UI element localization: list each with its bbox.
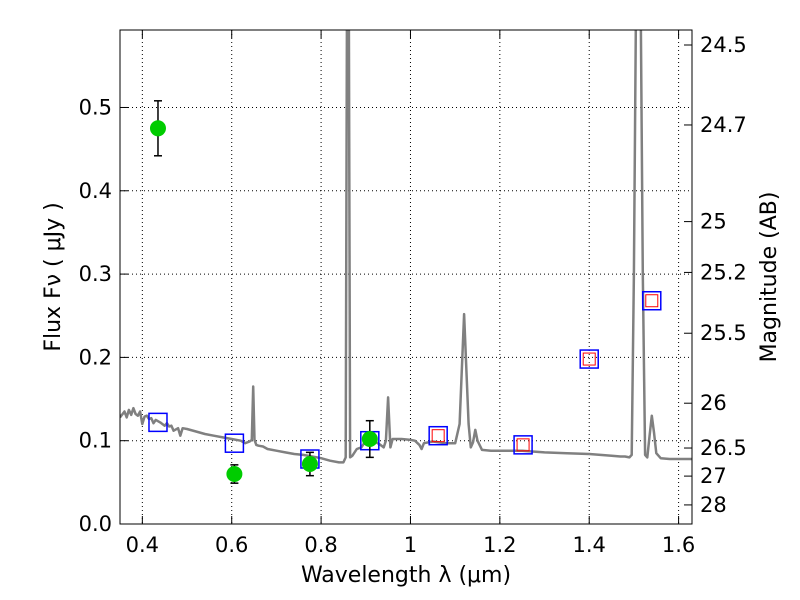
model-flux-square	[513, 435, 533, 455]
grid-layer	[120, 30, 692, 525]
model-flux-square	[428, 425, 448, 446]
spectrum-layer	[120, 30, 692, 464]
right-axis-label: Magnitude (AB)	[757, 192, 782, 363]
model-flux-square	[579, 349, 599, 369]
model-flux-inner-square	[516, 438, 530, 452]
right-tick-label: 26.5	[700, 436, 747, 460]
y-tick-label: 0.4	[79, 179, 112, 203]
right-tick-label: 27	[700, 464, 727, 488]
right-tick-label: 24.7	[700, 113, 747, 137]
y-tick-label: 0.5	[79, 95, 112, 119]
x-tick-label: 0.4	[126, 533, 159, 557]
right-tick-label: 28	[700, 493, 727, 517]
right-tick-label: 25.2	[700, 260, 747, 284]
x-tick-label: 1.4	[573, 533, 606, 557]
observed-flux-point	[361, 431, 378, 448]
model-flux-square	[642, 290, 662, 311]
x-tick-label: 0.8	[304, 533, 337, 557]
observed-flux-point	[226, 466, 243, 483]
model-flux-inner-square	[431, 429, 445, 443]
right-tick-label: 25.5	[700, 321, 747, 345]
x-tick-label: 0.6	[215, 533, 248, 557]
y-tick-label: 0.0	[79, 512, 112, 536]
y-tick-label: 0.2	[79, 345, 112, 369]
model-flux-square	[224, 433, 245, 453]
y-tick-label: 0.1	[79, 429, 112, 453]
right-tick-label: 24.5	[700, 33, 747, 57]
x-tick-label: 1.2	[483, 533, 516, 557]
observed-flux-point	[301, 456, 318, 473]
y-axis-label: Flux Fν ( μJy )	[41, 202, 66, 351]
model-spectrum-line	[120, 30, 692, 464]
right-tick-label: 25	[700, 210, 727, 234]
right-tick-label: 26	[700, 391, 727, 415]
x-axis-label: Wavelength λ (μm)	[301, 563, 511, 588]
x-tick-label: 1.6	[662, 533, 695, 557]
model-flux-inner-square	[582, 352, 596, 366]
x-tick-label: 1	[404, 533, 417, 557]
tick-layer: 0.4 0.6 0.8 1 1.2 1.4 1.6 0.0 0.1 0.2 0.3 0.4 0.5 24.…	[79, 30, 747, 557]
model-layer	[148, 290, 662, 469]
y-tick-label: 0.3	[79, 262, 112, 286]
model-flux-inner-square	[645, 294, 659, 308]
model-flux-square	[148, 412, 168, 433]
observed-flux-point	[149, 120, 166, 137]
plot-frame	[119, 29, 693, 525]
observed-layer	[149, 100, 378, 484]
